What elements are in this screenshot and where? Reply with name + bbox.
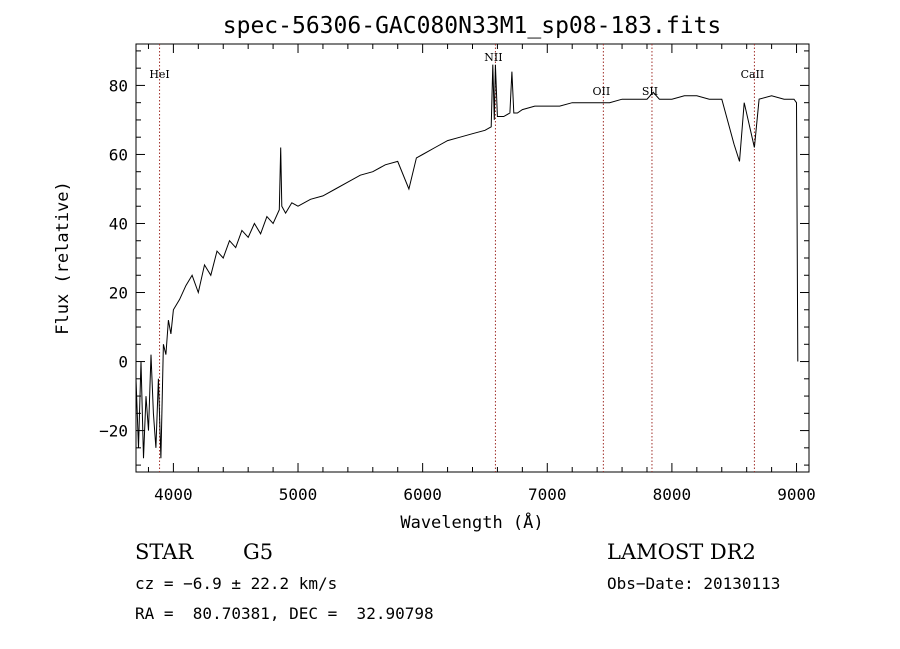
- y-tick-label: 0: [118, 353, 128, 372]
- y-tick-label: 20: [109, 284, 128, 303]
- y-tick-label: 40: [109, 214, 128, 233]
- line-label-NII: NII: [484, 51, 502, 64]
- x-tick-label: 8000: [653, 485, 692, 504]
- plot-frame: [135, 43, 810, 473]
- x-tick-label: 4000: [154, 485, 193, 504]
- line-label-CaII: CaII: [741, 68, 765, 81]
- y-tick-label: 80: [109, 76, 128, 95]
- x-tick-label: 6000: [403, 485, 442, 504]
- plot-area: HeI NII OII SII CaII 4000 5000 6000 7000 8000 900…: [99, 43, 816, 504]
- survey-name: LAMOST DR2: [607, 540, 756, 564]
- x-tick-label: 5000: [279, 485, 318, 504]
- observation-date: Obs−Date: 20130113: [607, 574, 781, 593]
- y-tick-label: 60: [109, 145, 128, 164]
- chart-title: spec-56306-GAC080N33M1_sp08-183.fits: [223, 13, 722, 39]
- object-type: STAR: [135, 540, 194, 564]
- line-label-OII: OII: [593, 85, 611, 98]
- line-label-HeI: HeI: [149, 68, 169, 81]
- y-axis-label: Flux (relative): [53, 181, 73, 335]
- coordinates: RA = 80.70381, DEC = 32.90798: [135, 604, 434, 623]
- y-tick-label: −20: [99, 422, 128, 441]
- object-subclass: G5: [243, 540, 274, 564]
- x-tick-label: 9000: [777, 485, 816, 504]
- spectrum-series-line: [135, 64, 799, 459]
- x-tick-label: 7000: [528, 485, 567, 504]
- redshift-cz: cz = −6.9 ± 22.2 km/s: [135, 574, 338, 593]
- line-label-SII: SII: [642, 85, 658, 98]
- x-axis-label: Wavelength (Å): [400, 511, 543, 533]
